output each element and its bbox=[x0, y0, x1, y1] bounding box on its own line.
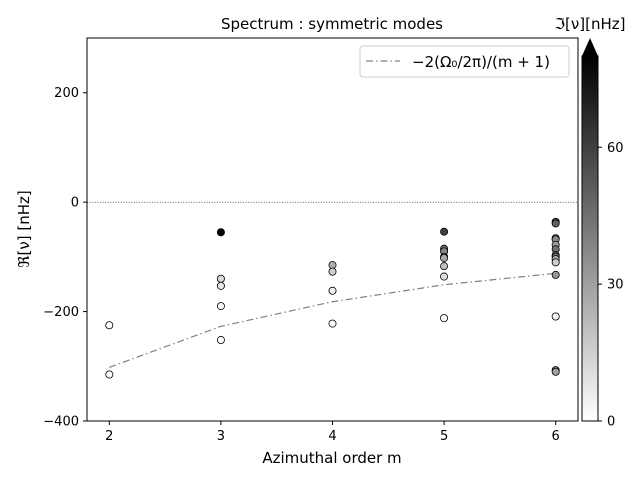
data-point bbox=[216, 281, 225, 290]
data-point bbox=[328, 286, 337, 295]
chart-title: Spectrum : symmetric modes bbox=[221, 15, 443, 33]
legend: −2(Ω₀/2π)/(m + 1) bbox=[359, 45, 570, 78]
colorbar-tick-label: 30 bbox=[607, 278, 624, 293]
y-axis-ticks: −400 −200 0 200 bbox=[43, 86, 87, 430]
y-tick-label: 0 bbox=[71, 196, 79, 211]
data-point bbox=[551, 270, 560, 279]
y-axis-label: ℜ[ν] [nHz] bbox=[15, 190, 33, 267]
data-point bbox=[440, 227, 449, 236]
reference-line bbox=[109, 272, 556, 368]
colorbar: ℑ[ν][nHz] 0 30 60 bbox=[555, 15, 626, 430]
x-tick-label: 6 bbox=[552, 429, 560, 444]
y-tick-label: −200 bbox=[43, 305, 79, 320]
data-point bbox=[216, 302, 225, 311]
y-tick-label: 200 bbox=[54, 86, 79, 101]
plot-area bbox=[86, 37, 579, 422]
x-tick-label: 5 bbox=[440, 429, 448, 444]
x-axis-ticks: 2 3 4 5 6 bbox=[105, 421, 560, 444]
colorbar-tick-label: 60 bbox=[607, 141, 624, 156]
data-point bbox=[328, 267, 337, 276]
y-tick-label: −400 bbox=[43, 415, 79, 430]
data-point bbox=[105, 321, 114, 330]
data-point bbox=[551, 367, 560, 376]
legend-label: −2(Ω₀/2π)/(m + 1) bbox=[412, 53, 550, 71]
colorbar-ticks: 0 30 60 bbox=[598, 141, 624, 430]
data-point bbox=[328, 261, 337, 270]
data-point bbox=[440, 272, 449, 281]
colorbar-tick-label: 0 bbox=[607, 415, 615, 430]
colorbar-extend-arrow bbox=[582, 38, 598, 56]
data-point bbox=[216, 228, 225, 237]
data-point bbox=[551, 219, 560, 228]
x-tick-label: 4 bbox=[328, 429, 336, 444]
data-point bbox=[440, 262, 449, 271]
legend-box bbox=[359, 45, 570, 78]
colorbar-label: ℑ[ν][nHz] bbox=[555, 15, 626, 33]
data-point bbox=[216, 274, 225, 283]
data-point bbox=[216, 336, 225, 345]
data-point bbox=[328, 319, 337, 328]
data-point bbox=[440, 314, 449, 323]
x-tick-label: 2 bbox=[105, 429, 113, 444]
data-points bbox=[105, 217, 560, 379]
data-point bbox=[551, 312, 560, 321]
plot-frame bbox=[86, 37, 579, 422]
colorbar-gradient bbox=[581, 55, 599, 422]
x-tick-label: 3 bbox=[217, 429, 225, 444]
data-point bbox=[440, 253, 449, 262]
data-point bbox=[551, 258, 560, 267]
x-axis-label: Azimuthal order m bbox=[262, 449, 401, 467]
data-point bbox=[105, 370, 114, 379]
